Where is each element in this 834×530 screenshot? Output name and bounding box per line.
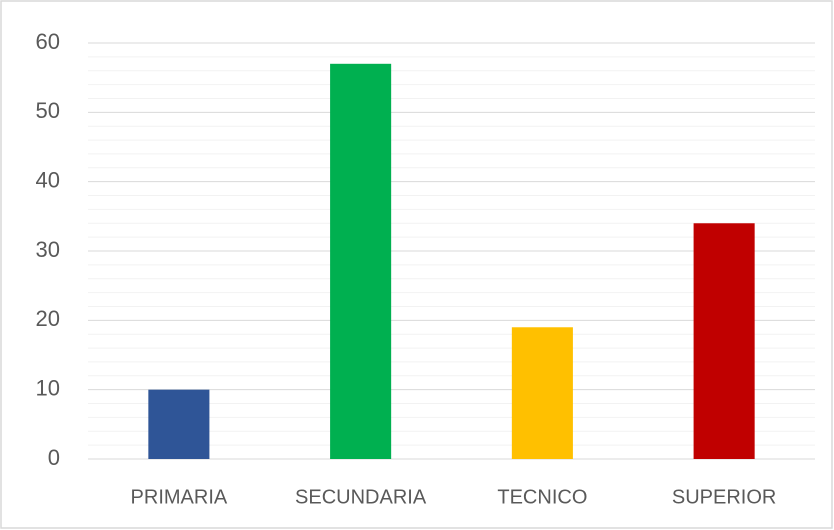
y-tick-label: 20 — [36, 306, 60, 331]
bar — [511, 327, 573, 459]
x-tick-label: SUPERIOR — [672, 486, 776, 508]
bar — [330, 63, 392, 460]
y-tick-label: 60 — [36, 29, 60, 54]
y-tick-label: 0 — [48, 445, 60, 470]
x-tick-label: SECUNDARIA — [295, 486, 427, 508]
bar — [693, 223, 755, 459]
y-tick-label: 50 — [36, 98, 60, 123]
x-tick-label: TECNICO — [497, 486, 587, 508]
x-tick-label: PRIMARIA — [131, 486, 228, 508]
bar — [148, 389, 210, 459]
y-tick-label: 40 — [36, 167, 60, 192]
y-tick-label: 30 — [36, 237, 60, 262]
y-tick-label: 10 — [36, 375, 60, 400]
